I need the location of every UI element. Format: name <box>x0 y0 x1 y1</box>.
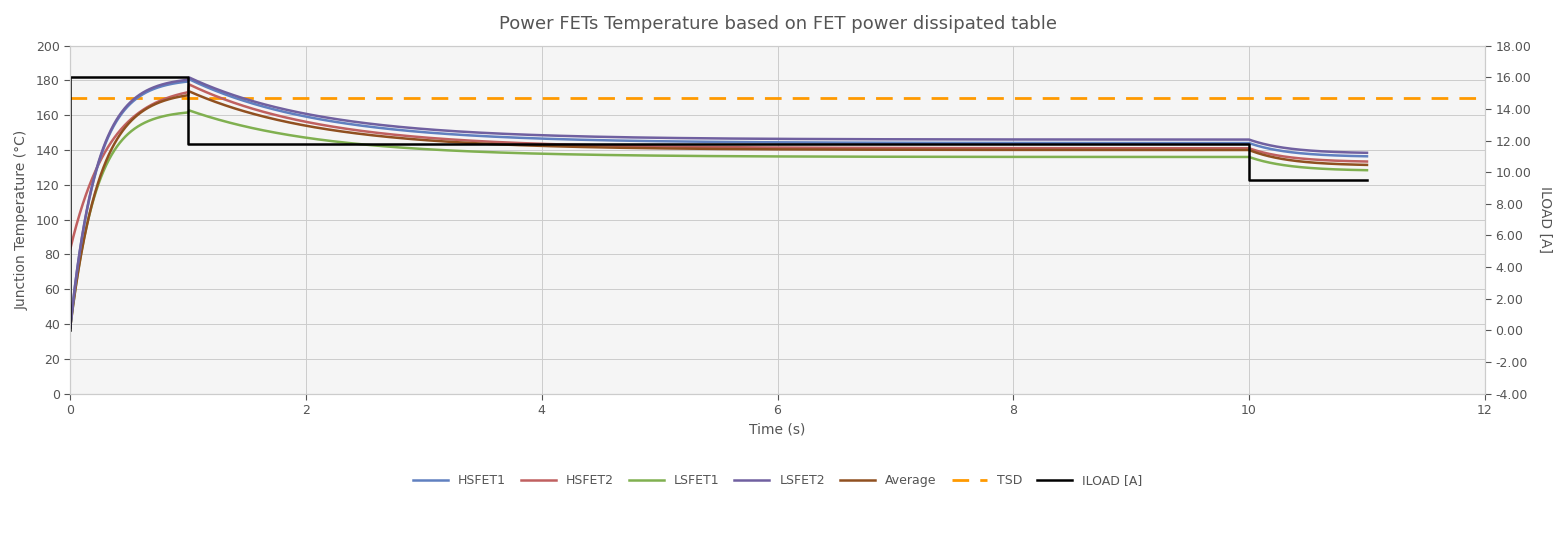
Line: Average: Average <box>71 91 1366 328</box>
Average <box>186 91 205 97</box>
HSFET1 <box>1357 153 1376 160</box>
HSFET1 <box>473 133 492 139</box>
HSFET2 <box>186 84 205 91</box>
Average <box>1357 162 1376 168</box>
LSFET1 <box>592 152 611 158</box>
LSFET2 <box>846 136 865 143</box>
HSFET2 <box>1285 154 1304 161</box>
HSFET2 <box>846 144 865 151</box>
LSFET2 <box>592 134 611 140</box>
Average <box>180 88 199 95</box>
LSFET1 <box>1357 167 1376 174</box>
Title: Power FETs Temperature based on FET power dissipated table: Power FETs Temperature based on FET powe… <box>498 15 1056 33</box>
Line: HSFET2: HSFET2 <box>71 85 1366 249</box>
ILOAD [A] <box>179 74 197 81</box>
LSFET2 <box>186 77 205 84</box>
ILOAD [A] <box>1239 140 1258 147</box>
LSFET2 <box>180 74 199 81</box>
Legend: HSFET1, HSFET2, LSFET1, LSFET2, Average, TSD, ILOAD [A]: HSFET1, HSFET2, LSFET1, LSFET2, Average,… <box>407 470 1147 492</box>
ILOAD [A] <box>1239 177 1258 183</box>
HSFET1 <box>1285 149 1304 156</box>
Line: LSFET2: LSFET2 <box>71 77 1366 328</box>
Average <box>152 99 171 105</box>
X-axis label: Time (s): Time (s) <box>749 423 805 437</box>
ILOAD [A] <box>61 74 80 81</box>
LSFET2 <box>1357 149 1376 156</box>
LSFET1 <box>61 324 80 331</box>
Y-axis label: Junction Temperature (°C): Junction Temperature (°C) <box>16 129 30 310</box>
LSFET1 <box>180 107 199 114</box>
Average <box>61 324 80 331</box>
HSFET2 <box>592 142 611 149</box>
HSFET2 <box>180 81 199 88</box>
LSFET2 <box>61 324 80 331</box>
LSFET1 <box>1285 163 1304 170</box>
HSFET1 <box>592 137 611 144</box>
Line: ILOAD [A]: ILOAD [A] <box>71 77 1366 330</box>
HSFET2 <box>61 246 80 252</box>
ILOAD [A] <box>179 140 197 147</box>
ILOAD [A] <box>61 327 80 334</box>
LSFET2 <box>473 129 492 136</box>
TSD <box>179 95 197 101</box>
LSFET2 <box>1285 146 1304 153</box>
LSFET2 <box>152 81 171 88</box>
LSFET1 <box>473 149 492 155</box>
HSFET2 <box>1357 158 1376 165</box>
Average <box>592 144 611 151</box>
HSFET1 <box>152 83 171 90</box>
HSFET2 <box>152 97 171 104</box>
Y-axis label: ILOAD [A]: ILOAD [A] <box>1537 186 1551 253</box>
Line: LSFET1: LSFET1 <box>71 110 1366 328</box>
HSFET1 <box>180 76 199 82</box>
HSFET1 <box>186 79 205 86</box>
LSFET1 <box>186 109 205 116</box>
LSFET1 <box>152 114 171 120</box>
HSFET1 <box>61 324 80 331</box>
Line: HSFET1: HSFET1 <box>71 79 1366 328</box>
HSFET2 <box>473 138 492 145</box>
TSD <box>61 95 80 101</box>
HSFET1 <box>846 139 865 146</box>
ILOAD [A] <box>1357 177 1376 183</box>
LSFET1 <box>846 153 865 160</box>
Average <box>1285 158 1304 164</box>
Average <box>846 146 865 153</box>
Average <box>473 140 492 147</box>
